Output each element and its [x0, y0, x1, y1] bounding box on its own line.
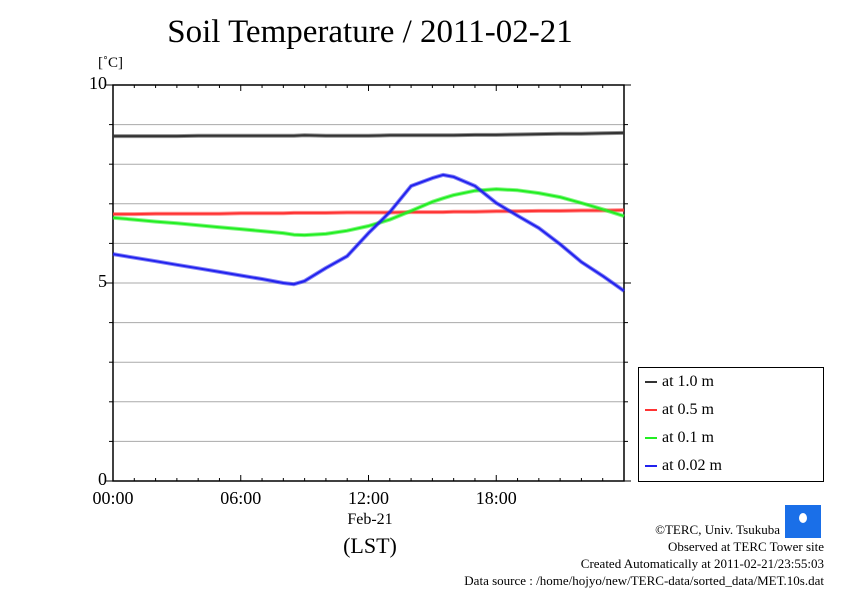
legend-label: at 0.5 m — [662, 401, 714, 418]
plot-frame — [112, 84, 625, 482]
x-date-label: Feb-21 — [347, 511, 393, 528]
data-source: Data source : /home/hojyo/new/TERC-data/… — [464, 573, 824, 588]
y-tick-label: 0 — [98, 469, 107, 489]
legend-label: at 0.02 m — [662, 457, 722, 474]
legend-item: at 1.0 m — [645, 373, 714, 391]
legend-swatch — [645, 437, 657, 440]
series-line-1 — [113, 209, 625, 216]
legend-swatch — [645, 465, 657, 468]
water-drop-icon — [799, 513, 807, 523]
series-line-3 — [112, 173, 625, 292]
legend-item: at 0.5 m — [645, 401, 714, 419]
x-tick-label: 00:00 — [92, 488, 134, 508]
terc-logo — [785, 505, 821, 538]
x-tick-label: 18:00 — [475, 488, 517, 508]
legend-item: at 0.1 m — [645, 429, 714, 447]
legend-label: at 1.0 m — [662, 373, 714, 390]
legend-swatch — [645, 381, 657, 384]
x-tick-label: 12:00 — [347, 488, 389, 508]
series-line-0 — [113, 131, 625, 138]
created-note: Created Automatically at 2011-02-21/23:5… — [580, 556, 824, 571]
legend-item: at 0.02 m — [645, 457, 722, 475]
legend-swatch — [645, 409, 657, 412]
x-axis-label: (LST) — [343, 533, 397, 558]
y-tick-label: 5 — [98, 271, 107, 291]
chart-title: Soil Temperature / 2011-02-21 — [167, 14, 573, 50]
y-tick-label: 10 — [89, 73, 107, 93]
y-axis-unit: [˚C] — [98, 55, 123, 71]
copyright: ©TERC, Univ. Tsukuba — [655, 522, 780, 537]
observed-note: Observed at TERC Tower site — [667, 539, 824, 554]
series-line-2 — [112, 188, 625, 237]
x-tick-label: 06:00 — [220, 488, 262, 508]
legend: at 1.0 m at 0.5 m at 0.1 m at 0.02 m — [638, 367, 824, 482]
legend-label: at 0.1 m — [662, 429, 714, 446]
